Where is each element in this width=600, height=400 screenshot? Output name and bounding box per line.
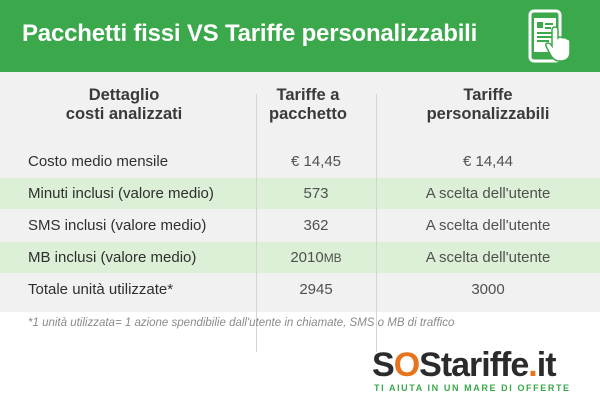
- sostariffe-logo[interactable]: SOStariffe.it TI AIUTA IN UN MARE DI OFF…: [372, 346, 596, 398]
- table-row: Costo medio mensile € 14,45 € 14,44: [0, 146, 600, 177]
- table-row: SMS inclusi (valore medio) 362 A scelta …: [0, 210, 600, 241]
- row-value-personalizzabili: 3000: [471, 281, 505, 298]
- comparison-table: Dettaglio costi analizzati Tariffe a pac…: [0, 72, 600, 352]
- row-label: SMS inclusi (valore medio): [28, 217, 207, 234]
- page-title: Pacchetti fissi VS Tariffe personalizzab…: [22, 20, 478, 47]
- row-label: MB inclusi (valore medio): [28, 249, 197, 266]
- logo-lifebuoy-o: O: [393, 346, 420, 384]
- smartphone-touch-icon: [528, 9, 571, 63]
- table-header-row: Dettaglio costi analizzati Tariffe a pac…: [0, 72, 600, 144]
- row-value-personalizzabili: A scelta dell'utente: [425, 185, 551, 202]
- row-label: Minuti inclusi (valore medio): [28, 185, 214, 202]
- header-banner: Pacchetti fissi VS Tariffe personalizzab…: [0, 0, 600, 72]
- header-dettaglio: Dettaglio costi analizzati: [65, 86, 183, 123]
- column-divider: [256, 94, 257, 352]
- mb-unit: MB: [323, 251, 342, 265]
- mb-value: 2010: [290, 249, 324, 266]
- row-label: Totale unità utilizzate*: [28, 281, 174, 298]
- row-value-personalizzabili: € 14,44: [462, 153, 514, 170]
- table-row: Totale unità utilizzate* 2945 3000: [0, 274, 600, 305]
- row-value-pacchetto: 573: [303, 185, 329, 202]
- row-label: Costo medio mensile: [28, 153, 169, 170]
- table-row: MB inclusi (valore medio) 2010MB A scelt…: [0, 242, 600, 273]
- row-value-personalizzabili: A scelta dell'utente: [425, 217, 551, 234]
- row-value-pacchetto: 362: [303, 217, 329, 234]
- header-tariffe-personalizzabili: Tariffe personalizzabili: [426, 86, 550, 123]
- logo-tagline: TI AIUTA IN UN MARE DI OFFERTE: [374, 383, 571, 393]
- table-row: Minuti inclusi (valore medio) 573 A scel…: [0, 178, 600, 209]
- row-value-pacchetto: 2010MB: [256, 242, 376, 273]
- footnote: *1 unità utilizzata= 1 azione spendibili…: [28, 317, 455, 329]
- row-value-pacchetto: € 14,45: [290, 153, 342, 170]
- header-tariffe-pacchetto: Tariffe a pacchetto: [269, 86, 347, 123]
- row-value-pacchetto: 2945: [299, 281, 333, 298]
- logo-wordmark: SOStariffe.it: [372, 346, 557, 384]
- column-divider: [376, 94, 377, 352]
- row-value-personalizzabili: A scelta dell'utente: [425, 249, 551, 266]
